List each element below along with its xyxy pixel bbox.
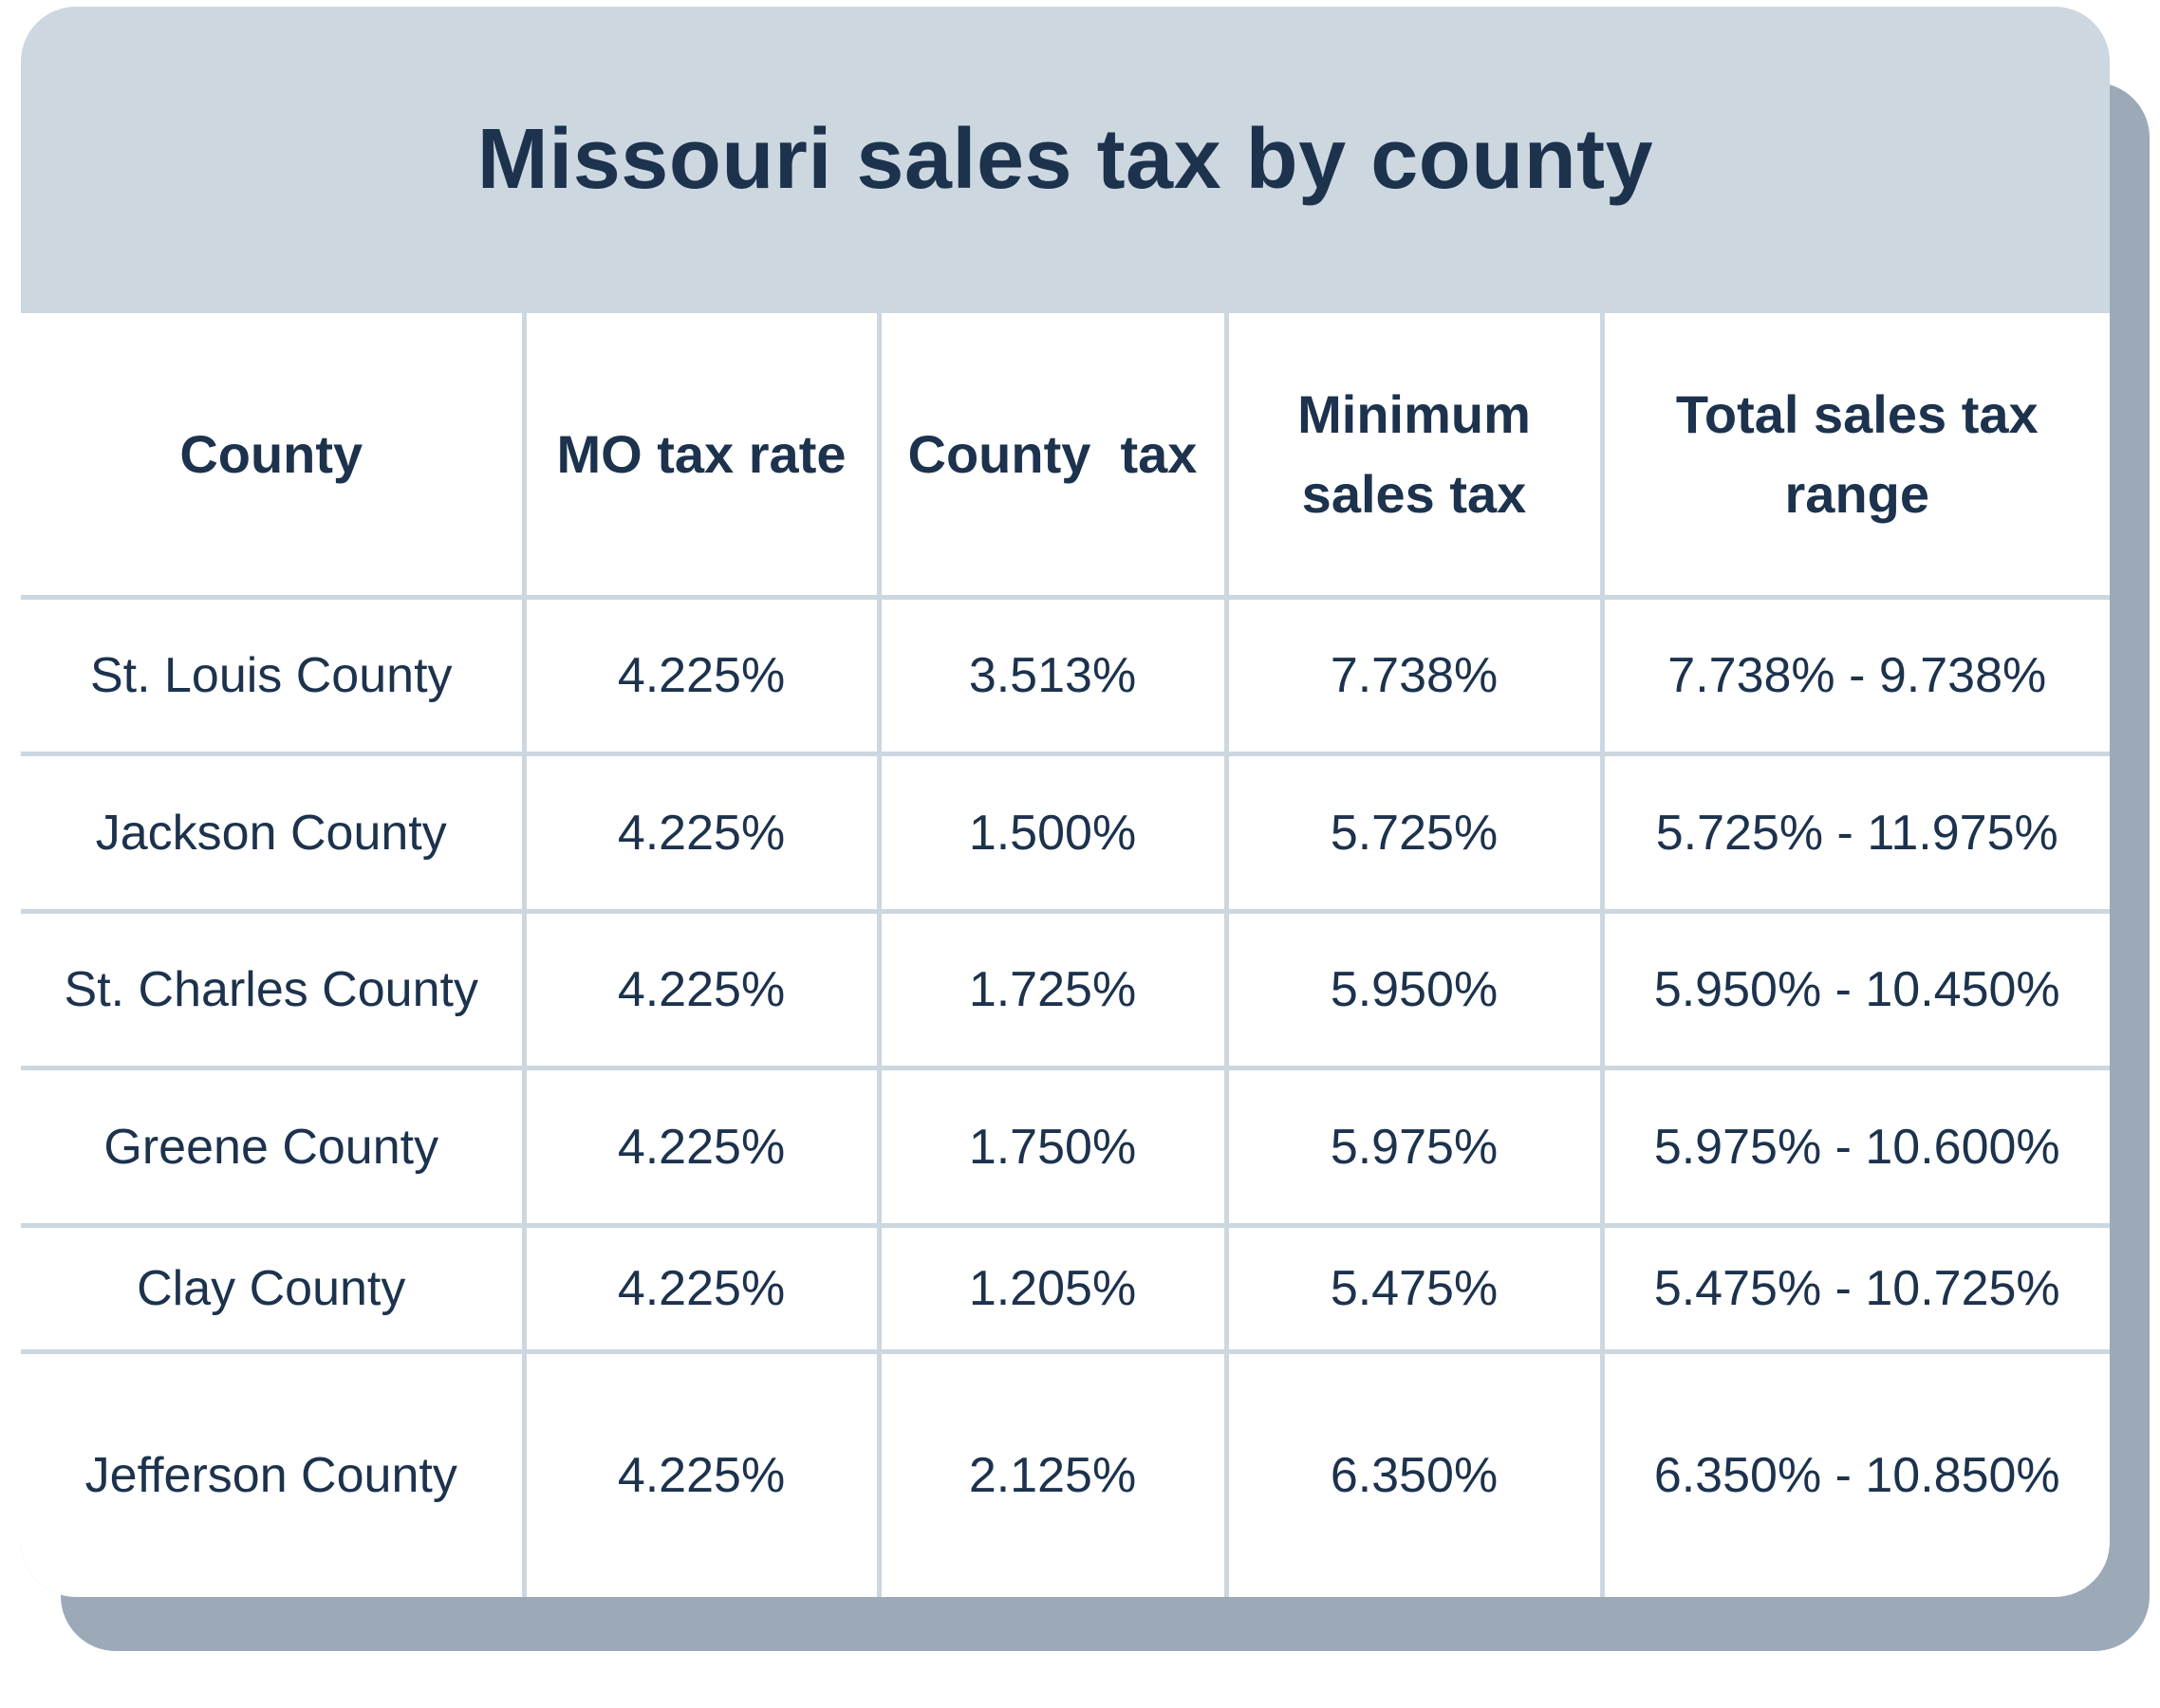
header-row: County MO tax rate County tax Minimum sa… [21, 313, 2110, 600]
table-body-area: County MO tax rate County tax Minimum sa… [21, 313, 2110, 1597]
cell-mo-tax-rate: 4.225% [521, 594, 882, 757]
table-row: St. Louis County 4.225% 3.513% 7.738% 7.… [21, 594, 2110, 757]
cell-county-tax: 1.725% [876, 908, 1229, 1071]
table-row: Jefferson County 4.225% 2.125% 6.350% 6.… [21, 1349, 2110, 1597]
tax-table-card: Missouri sales tax by county County MO t… [21, 7, 2110, 1597]
cell-county: St. Louis County [21, 594, 527, 757]
cell-minimum-sales-tax: 5.475% [1223, 1222, 1605, 1355]
column-header-total-sales-tax-range: Total sales tax range [1599, 313, 2110, 600]
cell-total-sales-tax-range: 5.950% - 10.450% [1599, 908, 2110, 1071]
cell-minimum-sales-tax: 7.738% [1223, 594, 1605, 757]
column-header-minimum-sales-tax: Minimum sales tax [1223, 313, 1605, 600]
cell-minimum-sales-tax: 5.975% [1223, 1066, 1605, 1228]
column-header-county-tax: County tax [876, 313, 1229, 600]
cell-county-tax: 1.205% [876, 1222, 1229, 1355]
cell-total-sales-tax-range: 7.738% - 9.738% [1599, 594, 2110, 757]
cell-mo-tax-rate: 4.225% [521, 908, 882, 1071]
cell-minimum-sales-tax: 6.350% [1223, 1349, 1605, 1597]
cell-mo-tax-rate: 4.225% [521, 1349, 882, 1597]
cell-county-tax: 1.750% [876, 1066, 1229, 1228]
cell-minimum-sales-tax: 5.950% [1223, 908, 1605, 1071]
cell-mo-tax-rate: 4.225% [521, 1222, 882, 1355]
sales-tax-table: County MO tax rate County tax Minimum sa… [21, 313, 2110, 1597]
cell-mo-tax-rate: 4.225% [521, 752, 882, 914]
cell-total-sales-tax-range: 6.350% - 10.850% [1599, 1349, 2110, 1597]
column-header-county: County [21, 313, 527, 600]
cell-total-sales-tax-range: 5.475% - 10.725% [1599, 1222, 2110, 1355]
cell-county: Greene County [21, 1066, 527, 1228]
cell-total-sales-tax-range: 5.725% - 11.975% [1599, 752, 2110, 914]
table-row: St. Charles County 4.225% 1.725% 5.950% … [21, 908, 2110, 1071]
cell-county: Jefferson County [21, 1349, 527, 1597]
cell-county-tax: 1.500% [876, 752, 1229, 914]
cell-county: Jackson County [21, 752, 527, 914]
cell-county: St. Charles County [21, 908, 527, 1071]
cell-county-tax: 3.513% [876, 594, 1229, 757]
cell-minimum-sales-tax: 5.725% [1223, 752, 1605, 914]
cell-mo-tax-rate: 4.225% [521, 1066, 882, 1228]
table-row: Clay County 4.225% 1.205% 5.475% 5.475% … [21, 1222, 2110, 1355]
cell-total-sales-tax-range: 5.975% - 10.600% [1599, 1066, 2110, 1228]
table-row: Greene County 4.225% 1.750% 5.975% 5.975… [21, 1066, 2110, 1228]
table-row: Jackson County 4.225% 1.500% 5.725% 5.72… [21, 752, 2110, 914]
table-title: Missouri sales tax by county [476, 112, 1654, 207]
cell-county: Clay County [21, 1222, 527, 1355]
column-header-mo-tax-rate: MO tax rate [521, 313, 882, 600]
cell-county-tax: 2.125% [876, 1349, 1229, 1597]
